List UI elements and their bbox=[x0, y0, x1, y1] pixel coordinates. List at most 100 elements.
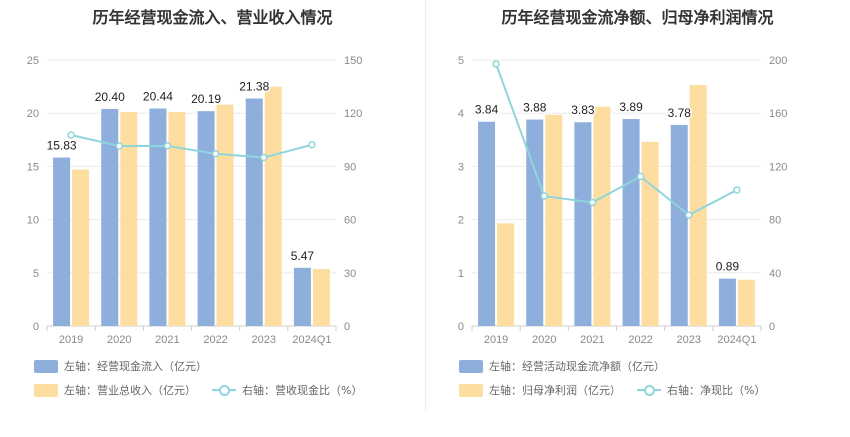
left-axis-tick-label: 5 bbox=[33, 268, 39, 280]
legend-label: 左轴：归母净利润（亿元） bbox=[489, 384, 621, 397]
legend-row-2: 左轴：归母净利润（亿元） 右轴：净现比（%） bbox=[459, 382, 781, 398]
left-axis-tick-label: 5 bbox=[458, 55, 464, 67]
bar-primary-2021 bbox=[149, 108, 167, 326]
bar-secondary-2024Q1 bbox=[312, 269, 330, 326]
left-axis-tick-label: 10 bbox=[27, 215, 39, 227]
bar-secondary-2019 bbox=[72, 169, 90, 326]
bar-primary-2020 bbox=[526, 119, 544, 326]
x-axis-tick-label: 2023 bbox=[252, 334, 276, 346]
legend-item-revenue[interactable]: 左轴：营业总收入（亿元） bbox=[34, 382, 196, 398]
bar-primary-2020 bbox=[101, 108, 119, 326]
bar-data-label: 5.47 bbox=[291, 249, 315, 263]
right-axis-tick-label: 120 bbox=[344, 108, 362, 120]
bar-primary-2019 bbox=[53, 157, 71, 326]
bar-data-label: 3.78 bbox=[668, 106, 692, 120]
legend-label: 左轴：经营活动现金流净额（亿元） bbox=[489, 360, 665, 373]
legend-label: 右轴：净现比（%） bbox=[667, 384, 766, 397]
bar-data-label: 3.89 bbox=[619, 100, 643, 114]
legend-swatch bbox=[459, 383, 483, 397]
legend-item-net-cash-flow[interactable]: 左轴：经营活动现金流净额（亿元） bbox=[459, 358, 665, 374]
legend-swatch bbox=[459, 359, 483, 373]
ratio-point-2022 bbox=[211, 150, 220, 158]
ratio-point-2024Q1 bbox=[733, 186, 741, 194]
bar-data-label: 21.38 bbox=[239, 80, 269, 94]
legend-item-net-profit[interactable]: 左轴：归母净利润（亿元） bbox=[459, 382, 621, 398]
right-axis-tick-label: 0 bbox=[344, 321, 350, 333]
bar-secondary-2022 bbox=[641, 141, 659, 326]
bar-data-label: 15.83 bbox=[47, 139, 77, 153]
left-axis-tick-label: 3 bbox=[458, 161, 464, 173]
ratio-line bbox=[70, 134, 313, 159]
legend-item-cash-ratio[interactable]: 右轴：营收现金比（%） bbox=[212, 382, 362, 398]
ratio-point-2020 bbox=[115, 142, 123, 150]
bar-primary-2024Q1 bbox=[718, 278, 736, 326]
ratio-point-2019 bbox=[67, 131, 75, 139]
legend-row-1: 左轴：经营活动现金流净额（亿元） bbox=[459, 358, 681, 374]
x-axis-tick-label: 2021 bbox=[155, 334, 179, 346]
legend-swatch bbox=[34, 359, 58, 373]
bar-secondary-2020 bbox=[545, 114, 563, 327]
right-axis-tick-label: 160 bbox=[769, 108, 787, 120]
chart-title: 历年经营现金流净额、归母净利润情况 bbox=[501, 8, 774, 27]
legend-label: 左轴：营业总收入（亿元） bbox=[64, 384, 196, 397]
ratio-point-2023 bbox=[685, 211, 693, 219]
ratio-point-2019 bbox=[492, 60, 500, 68]
bar-primary-2022 bbox=[622, 119, 640, 326]
bar-secondary-2022 bbox=[216, 104, 234, 326]
left-axis-tick-label: 0 bbox=[33, 321, 39, 333]
bar-primary-2023 bbox=[670, 124, 688, 327]
bar-secondary-2020 bbox=[120, 112, 138, 326]
legend-row-2: 左轴：营业总收入（亿元） 右轴：营收现金比（%） bbox=[34, 382, 378, 398]
ratio-point-2021 bbox=[588, 198, 597, 207]
chart-title: 历年经营现金流入、营业收入情况 bbox=[92, 8, 333, 27]
right-axis-tick-label: 150 bbox=[344, 55, 362, 67]
left-axis-tick-label: 2 bbox=[458, 215, 464, 227]
legend-row-1: 左轴：经营现金流入（亿元） bbox=[34, 358, 223, 374]
legend-line-marker-icon bbox=[637, 383, 661, 397]
ratio-line bbox=[495, 63, 738, 217]
bar-data-label: 3.84 bbox=[475, 103, 499, 117]
left-axis-tick-label: 4 bbox=[458, 108, 464, 120]
legend-item-net-cash-ratio[interactable]: 右轴：净现比（%） bbox=[637, 382, 765, 398]
left-axis-tick-label: 20 bbox=[27, 108, 39, 120]
legend-swatch bbox=[34, 383, 58, 397]
left-axis-tick-label: 15 bbox=[27, 161, 39, 173]
x-axis-tick-label: 2023 bbox=[677, 334, 701, 346]
x-axis-tick-label: 2022 bbox=[628, 334, 652, 346]
bar-secondary-2023 bbox=[264, 86, 282, 326]
bar-data-label: 3.83 bbox=[571, 103, 595, 117]
bar-primary-2024Q1 bbox=[293, 267, 311, 326]
right-axis-tick-label: 60 bbox=[344, 215, 356, 227]
bar-data-label: 20.44 bbox=[143, 90, 173, 104]
right-axis-tick-label: 40 bbox=[769, 268, 781, 280]
right-axis-tick-label: 90 bbox=[344, 161, 356, 173]
legend-label: 右轴：营收现金比（%） bbox=[242, 384, 363, 397]
ratio-point-2021 bbox=[163, 142, 172, 150]
right-axis-tick-label: 200 bbox=[769, 55, 787, 67]
bar-primary-2021 bbox=[574, 122, 592, 326]
left-axis-tick-label: 1 bbox=[458, 268, 464, 280]
legend-line-marker-icon bbox=[212, 383, 236, 397]
x-axis-tick-label: 2021 bbox=[580, 334, 604, 346]
legend-item-cash-inflow[interactable]: 左轴：经营现金流入（亿元） bbox=[34, 358, 207, 374]
left-axis-tick-label: 0 bbox=[458, 321, 464, 333]
bar-secondary-2021 bbox=[593, 106, 611, 326]
ratio-point-2022 bbox=[636, 172, 645, 181]
bar-secondary-2019 bbox=[497, 223, 515, 326]
x-axis-tick-label: 2020 bbox=[107, 334, 131, 346]
panel-divider bbox=[425, 0, 426, 410]
bar-data-label: 20.19 bbox=[191, 92, 221, 106]
bar-primary-2022 bbox=[197, 111, 215, 326]
chart-plot: 0 5 10 15 20 25 0 30 60 90 120 150 2019 2020 2021 2022 2… bbox=[27, 55, 363, 346]
chart-panel-cash-inflow: 历年经营现金流入、营业收入情况 0 5 10 15 20 25 0 30 60 90 120 150 2… bbox=[27, 8, 378, 398]
bar-secondary-2024Q1 bbox=[737, 279, 755, 326]
ratio-point-2024Q1 bbox=[308, 141, 316, 149]
x-axis-tick-label: 2019 bbox=[59, 334, 83, 346]
x-axis-tick-label: 2020 bbox=[532, 334, 556, 346]
right-axis-tick-label: 80 bbox=[769, 215, 781, 227]
chart-panel-net-cash-flow: 历年经营现金流净额、归母净利润情况 0 1 2 3 4 5 0 40 80 120 160 200 20… bbox=[425, 0, 850, 437]
right-axis-tick-label: 30 bbox=[344, 268, 356, 280]
chart-plot: 0 1 2 3 4 5 0 40 80 120 160 200 2019 2020 2021 2022 2023… bbox=[458, 55, 787, 346]
bar-secondary-2021 bbox=[168, 112, 186, 326]
bar-data-label: 0.89 bbox=[716, 260, 740, 274]
